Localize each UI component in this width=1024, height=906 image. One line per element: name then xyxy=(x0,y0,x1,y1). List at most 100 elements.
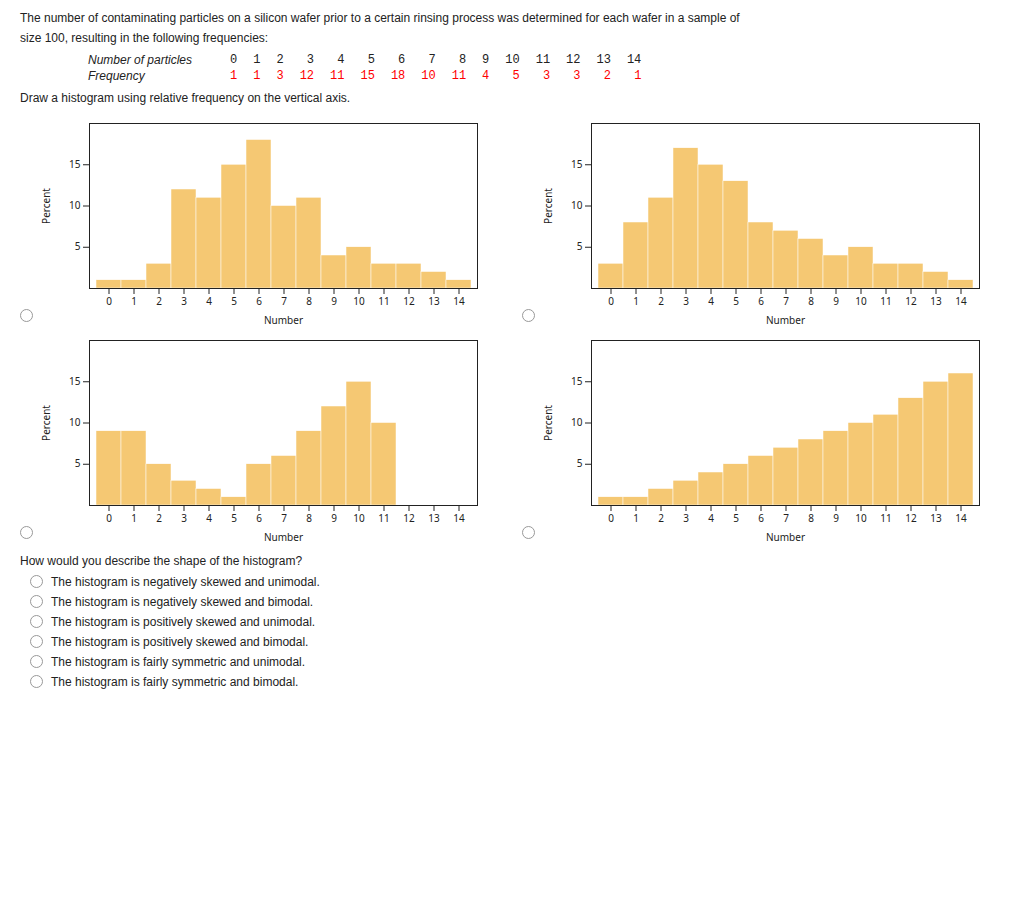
svg-text:10: 10 xyxy=(353,510,365,524)
svg-text:7: 7 xyxy=(281,510,287,524)
svg-text:9: 9 xyxy=(331,510,337,524)
svg-text:Number: Number xyxy=(766,529,805,543)
svg-text:2: 2 xyxy=(658,293,664,307)
svg-text:13: 13 xyxy=(930,293,942,307)
svg-text:3: 3 xyxy=(181,293,187,307)
svg-text:3: 3 xyxy=(683,510,689,524)
svg-text:5: 5 xyxy=(577,456,583,470)
svg-text:5: 5 xyxy=(577,239,583,253)
html-text:Frequency: Frequency xyxy=(88,69,145,84)
svg-text:14: 14 xyxy=(955,510,967,524)
svg-text:12: 12 xyxy=(403,293,415,307)
svg-text:4: 4 xyxy=(708,510,714,524)
svg-text:10: 10 xyxy=(571,198,583,212)
html-text:The histogram is positively sk: The histogram is positively skewed and b… xyxy=(51,634,309,649)
svg-text:11: 11 xyxy=(880,510,891,524)
html-text:The histogram is negatively sk: The histogram is negatively skewed and u… xyxy=(51,574,320,589)
html-text:11: 11 xyxy=(535,53,551,68)
svg-text:8: 8 xyxy=(306,293,312,307)
svg-text:12: 12 xyxy=(905,293,917,307)
svg-text:6: 6 xyxy=(758,510,764,524)
svg-text:7: 7 xyxy=(783,510,789,524)
svg-text:5: 5 xyxy=(75,456,81,470)
svg-text:14: 14 xyxy=(955,293,967,307)
svg-text:15: 15 xyxy=(69,374,81,388)
svg-text:1: 1 xyxy=(633,510,639,524)
svg-text:13: 13 xyxy=(428,293,440,307)
svg-text:13: 13 xyxy=(428,510,440,524)
svg-text:1: 1 xyxy=(633,293,639,307)
svg-text:Number: Number xyxy=(766,312,805,326)
svg-text:1: 1 xyxy=(131,293,137,307)
html-text:The histogram is positively sk: The histogram is positively skewed and u… xyxy=(51,614,316,629)
svg-text:8: 8 xyxy=(306,510,312,524)
svg-text:0: 0 xyxy=(106,293,112,307)
svg-text:6: 6 xyxy=(256,293,262,307)
svg-text:11: 11 xyxy=(378,293,389,307)
svg-text:3: 3 xyxy=(181,510,187,524)
html-text:12: 12 xyxy=(566,53,581,68)
svg-text:10: 10 xyxy=(855,510,867,524)
svg-text:14: 14 xyxy=(453,293,465,307)
svg-text:10: 10 xyxy=(353,293,365,307)
svg-text:2: 2 xyxy=(156,293,162,307)
svg-text:7: 7 xyxy=(783,293,789,307)
svg-text:0: 0 xyxy=(608,293,614,307)
svg-text:9: 9 xyxy=(833,510,839,524)
svg-text:1: 1 xyxy=(131,510,137,524)
svg-text:4: 4 xyxy=(206,293,212,307)
html-text:The histogram is negatively sk: The histogram is negatively skewed and b… xyxy=(51,594,314,609)
svg-text:5: 5 xyxy=(231,293,237,307)
svg-text:4: 4 xyxy=(206,510,212,524)
svg-text:Number: Number xyxy=(264,312,303,326)
svg-text:15: 15 xyxy=(571,374,583,388)
svg-text:Percent: Percent xyxy=(39,187,53,223)
svg-text:7: 7 xyxy=(281,293,287,307)
svg-text:Percent: Percent xyxy=(541,404,555,440)
svg-text:0: 0 xyxy=(106,510,112,524)
svg-text:5: 5 xyxy=(231,510,237,524)
svg-text:15: 15 xyxy=(69,157,81,171)
html-text:10: 10 xyxy=(421,69,436,84)
svg-text:2: 2 xyxy=(156,510,162,524)
svg-text:0: 0 xyxy=(608,510,614,524)
html-text:How would you describe the sha: How would you describe the shape of the … xyxy=(20,553,303,568)
svg-text:10: 10 xyxy=(69,198,81,212)
svg-text:5: 5 xyxy=(75,239,81,253)
html-text:12: 12 xyxy=(299,69,315,84)
html-text:Draw a histogram using relativ: Draw a histogram using relative frequenc… xyxy=(20,91,351,106)
html-text:size 100, resulting in the fol: size 100, resulting in the following fre… xyxy=(20,31,269,46)
html-text:18: 18 xyxy=(390,69,406,84)
svg-text:5: 5 xyxy=(733,510,739,524)
svg-text:9: 9 xyxy=(331,293,337,307)
svg-text:10: 10 xyxy=(855,293,867,307)
svg-text:Number: Number xyxy=(264,529,303,543)
svg-text:11: 11 xyxy=(880,293,891,307)
html-text:11: 11 xyxy=(451,69,467,84)
svg-text:9: 9 xyxy=(833,293,839,307)
svg-text:12: 12 xyxy=(403,510,415,524)
svg-text:11: 11 xyxy=(378,510,389,524)
svg-text:10: 10 xyxy=(571,415,583,429)
svg-text:Percent: Percent xyxy=(541,187,555,223)
svg-text:2: 2 xyxy=(658,510,664,524)
svg-text:Percent: Percent xyxy=(39,404,53,440)
svg-text:5: 5 xyxy=(733,293,739,307)
svg-text:15: 15 xyxy=(571,157,583,171)
svg-text:8: 8 xyxy=(808,510,814,524)
html-text:Number of particles: Number of particles xyxy=(88,53,192,68)
svg-text:4: 4 xyxy=(708,293,714,307)
svg-text:8: 8 xyxy=(808,293,814,307)
html-text:10: 10 xyxy=(505,53,520,68)
svg-text:12: 12 xyxy=(905,510,917,524)
html-text:14: 14 xyxy=(626,53,642,68)
svg-text:10: 10 xyxy=(69,415,81,429)
html-text:15: 15 xyxy=(360,69,375,84)
svg-text:13: 13 xyxy=(930,510,942,524)
html-text:11: 11 xyxy=(330,69,345,84)
svg-text:3: 3 xyxy=(683,293,689,307)
svg-text:6: 6 xyxy=(758,293,764,307)
svg-text:6: 6 xyxy=(256,510,262,524)
html-text:13: 13 xyxy=(596,53,611,68)
svg-text:14: 14 xyxy=(453,510,465,524)
